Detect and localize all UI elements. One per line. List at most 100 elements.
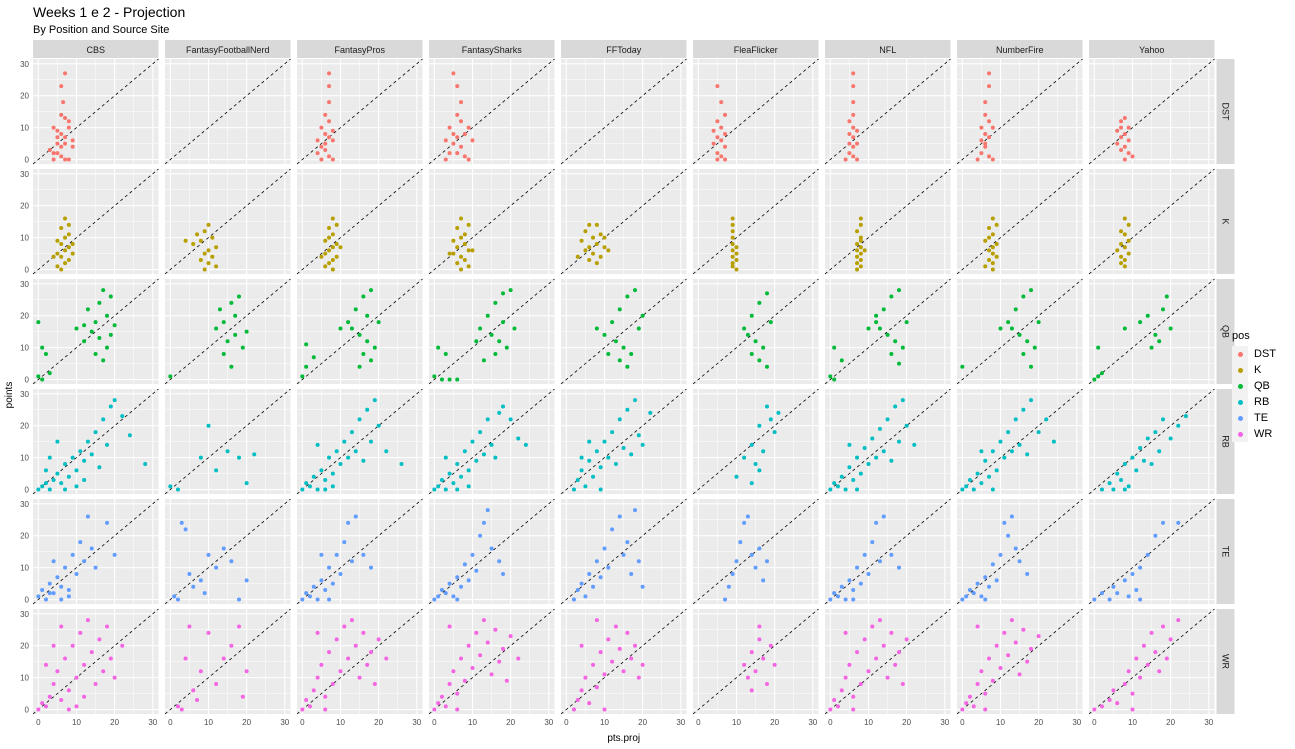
- data-point: [975, 581, 980, 586]
- data-point: [1099, 371, 1104, 376]
- x-tick-label: 0: [1092, 718, 1097, 727]
- data-point: [866, 669, 871, 674]
- y-tick-label: 0: [25, 376, 30, 385]
- data-point: [885, 675, 890, 680]
- data-point: [858, 471, 863, 476]
- data-point: [847, 141, 852, 146]
- data-point: [1036, 634, 1041, 639]
- data-point: [198, 669, 203, 674]
- data-point: [59, 242, 64, 246]
- data-point: [1138, 320, 1143, 325]
- data-point: [89, 650, 94, 655]
- data-point: [839, 688, 844, 693]
- data-point: [206, 552, 211, 557]
- data-point: [1025, 572, 1030, 576]
- data-point: [315, 151, 320, 156]
- data-point: [851, 144, 856, 149]
- data-point: [202, 267, 207, 272]
- data-point: [765, 291, 770, 296]
- data-point: [191, 688, 196, 693]
- data-point: [459, 267, 464, 272]
- data-point: [436, 594, 441, 599]
- data-point: [994, 254, 999, 259]
- y-tick-label: 10: [20, 344, 29, 353]
- x-tick-label: 30: [412, 718, 421, 727]
- data-point: [998, 326, 1003, 331]
- data-point: [508, 417, 513, 422]
- data-point: [462, 562, 467, 567]
- data-point: [964, 594, 969, 599]
- data-point: [323, 264, 328, 269]
- data-point: [93, 320, 98, 325]
- data-point: [893, 404, 898, 409]
- data-point: [1168, 326, 1173, 331]
- data-point: [877, 326, 882, 331]
- data-point: [874, 455, 879, 460]
- data-point: [889, 352, 894, 356]
- data-point: [82, 339, 87, 344]
- row-strip-label: RB: [1221, 435, 1231, 448]
- data-point: [74, 572, 79, 576]
- data-point: [598, 232, 603, 237]
- data-point: [749, 650, 754, 655]
- data-point: [300, 487, 305, 492]
- y-tick-label: 30: [20, 280, 29, 289]
- data-point: [342, 439, 347, 444]
- data-point: [621, 345, 626, 350]
- data-point: [462, 449, 467, 454]
- data-point: [987, 248, 992, 253]
- chart-title: Weeks 1 e 2 - Projection: [33, 4, 186, 20]
- data-point: [59, 132, 64, 136]
- data-point: [987, 226, 992, 231]
- column-strip: [297, 40, 423, 58]
- data-point: [501, 320, 506, 325]
- data-point: [971, 704, 976, 709]
- data-point: [964, 701, 969, 706]
- data-point: [975, 682, 980, 686]
- data-point: [233, 313, 238, 318]
- data-point: [1009, 449, 1014, 454]
- data-point: [851, 694, 856, 699]
- data-point: [523, 442, 528, 447]
- data-point: [43, 704, 48, 709]
- data-point: [443, 157, 448, 162]
- data-point: [734, 559, 739, 564]
- data-point: [719, 125, 724, 130]
- legend-label: RB: [1254, 396, 1270, 408]
- data-point: [847, 132, 852, 136]
- data-point: [757, 358, 762, 363]
- legend-item: RB: [1232, 394, 1276, 410]
- data-point: [353, 514, 358, 519]
- data-point: [372, 345, 377, 350]
- data-point: [244, 329, 249, 334]
- x-tick-label: 20: [242, 718, 251, 727]
- data-point: [47, 487, 52, 492]
- data-point: [365, 313, 370, 318]
- data-point: [70, 552, 75, 557]
- legend-dot-icon: [1237, 399, 1243, 405]
- data-point: [105, 313, 110, 318]
- x-tick-label: 20: [1166, 718, 1175, 727]
- data-point: [855, 267, 860, 272]
- data-point: [723, 132, 728, 136]
- data-point: [610, 430, 615, 435]
- data-point: [870, 436, 875, 441]
- data-point: [983, 100, 988, 105]
- data-point: [361, 458, 366, 463]
- data-point: [1126, 669, 1131, 674]
- data-point: [1013, 546, 1018, 551]
- data-point: [101, 669, 106, 674]
- data-point: [636, 559, 641, 564]
- data-point: [304, 697, 309, 702]
- facet-panel: [164, 278, 291, 385]
- y-tick-label: 30: [20, 500, 29, 509]
- row-strip: [1216, 389, 1235, 494]
- data-point: [768, 417, 773, 422]
- data-point: [851, 100, 856, 105]
- data-point: [912, 442, 917, 447]
- facet-panel: [1088, 388, 1215, 495]
- data-point: [300, 374, 305, 379]
- data-point: [602, 439, 607, 444]
- data-point: [858, 222, 863, 227]
- data-point: [987, 474, 992, 479]
